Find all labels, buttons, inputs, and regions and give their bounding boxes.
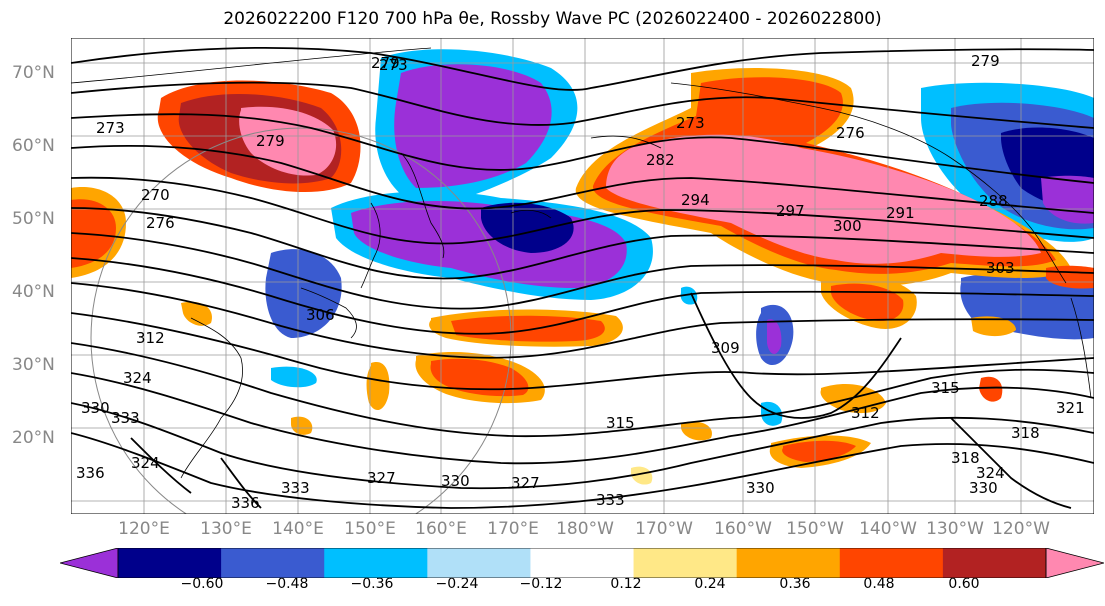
colorbar-tick: 0.36 <box>779 576 811 592</box>
colorbar-border <box>117 548 1047 578</box>
graticule <box>71 38 1094 514</box>
map-panel: 273 279 273 276 279 270 279 273 276 282 … <box>71 38 1094 514</box>
lon-label-140w: 140°W <box>859 519 917 539</box>
contour-label: 333 <box>596 491 625 509</box>
colorbar-segment <box>633 548 738 578</box>
lat-label-30n: 30°N <box>12 355 55 375</box>
colorbar-extend-max <box>1045 548 1104 578</box>
contour-label: 273 <box>676 114 705 132</box>
colorbar-segment <box>530 548 635 578</box>
contour-label: 279 <box>971 52 1000 70</box>
contour-label: 318 <box>1011 424 1040 442</box>
contour-label: 330 <box>746 479 775 497</box>
colorbar-segment <box>324 548 428 578</box>
contour-label: 279 <box>256 132 285 150</box>
lon-label-130w: 130°W <box>926 519 984 539</box>
colorbar-segments <box>60 548 1104 578</box>
contour-label: 297 <box>776 202 805 220</box>
contour-label: 276 <box>836 124 865 142</box>
colorbar-extend-min <box>60 548 119 578</box>
colorbar-tick: 0.60 <box>948 576 980 592</box>
lon-label-170e: 170°E <box>487 519 539 539</box>
colorbar-tick: 0.24 <box>694 576 726 592</box>
contour-label: 327 <box>367 469 396 487</box>
contour-label: 336 <box>231 494 260 512</box>
lon-label-140e: 140°E <box>272 519 324 539</box>
colorbar-tick: −0.12 <box>519 576 563 592</box>
lon-label-150w: 150°W <box>786 519 844 539</box>
lon-label-170w: 170°W <box>635 519 693 539</box>
lon-label-150e: 150°E <box>344 519 396 539</box>
contour-label: 315 <box>931 379 960 397</box>
colorbar-tick: −0.60 <box>180 576 224 592</box>
colorbar-tick: −0.24 <box>435 576 479 592</box>
coastlines <box>71 47 1092 479</box>
colorbar <box>60 548 1104 578</box>
lon-label-180w: 180°W <box>556 519 614 539</box>
contour-label: 324 <box>123 369 152 387</box>
contour-label: 315 <box>606 414 635 432</box>
contour-label: 321 <box>1056 399 1085 417</box>
contour-label: 336 <box>76 464 105 482</box>
contour-label: 282 <box>646 151 675 169</box>
contour-label: 333 <box>281 479 310 497</box>
lon-label-120w: 120°W <box>992 519 1050 539</box>
contour-labels: 273 279 273 276 279 270 279 273 276 282 … <box>76 52 1085 512</box>
lon-label-160e: 160°E <box>415 519 467 539</box>
lat-label-40n: 40°N <box>12 282 55 302</box>
contour-label: 330 <box>441 472 470 490</box>
colorbar-segment <box>118 548 222 578</box>
contour-label: 330 <box>81 399 110 417</box>
contour-label: 303 <box>986 259 1015 277</box>
theta-e-contours <box>71 46 1094 509</box>
colorbar-tick: −0.36 <box>350 576 394 592</box>
contour-label: 273 <box>96 119 125 137</box>
colorbar-tick: 0.48 <box>863 576 895 592</box>
contour-label: 279 <box>371 54 400 72</box>
contour-label: 276 <box>146 214 175 232</box>
contour-label: 309 <box>711 339 740 357</box>
contour-label: 270 <box>141 186 170 204</box>
contour-label: 324 <box>131 454 160 472</box>
contour-label: 333 <box>111 409 140 427</box>
colorbar-segment <box>839 548 944 578</box>
colorbar-tick: 0.12 <box>610 576 642 592</box>
lon-label-130e: 130°E <box>200 519 252 539</box>
contour-label: 318 <box>951 449 980 467</box>
colorbar-tick: −0.48 <box>265 576 309 592</box>
contour-label: 306 <box>306 306 335 324</box>
contour-label: 288 <box>979 192 1008 210</box>
lat-label-20n: 20°N <box>12 428 55 448</box>
map-title: 2026022200 F120 700 hPa θe, Rossby Wave … <box>223 9 882 29</box>
contour-label: 273 <box>379 56 408 74</box>
contour-label: 312 <box>851 404 880 422</box>
contour-label: 324 <box>976 464 1005 482</box>
lon-label-160w: 160°W <box>714 519 772 539</box>
contour-label: 291 <box>886 204 915 222</box>
lat-label-50n: 50°N <box>12 209 55 229</box>
colorbar-segment <box>942 548 1047 578</box>
lat-label-60n: 60°N <box>12 136 55 156</box>
colorbar-segment <box>427 548 531 578</box>
contour-label: 330 <box>969 479 998 497</box>
contour-label: 312 <box>136 329 165 347</box>
contour-label: 300 <box>833 217 862 235</box>
lon-label-120e: 120°E <box>118 519 170 539</box>
colorbar-segment <box>221 548 325 578</box>
contour-label: 294 <box>681 191 710 209</box>
lat-label-70n: 70°N <box>12 63 55 83</box>
contour-label: 327 <box>511 474 540 492</box>
colorbar-segment <box>736 548 841 578</box>
